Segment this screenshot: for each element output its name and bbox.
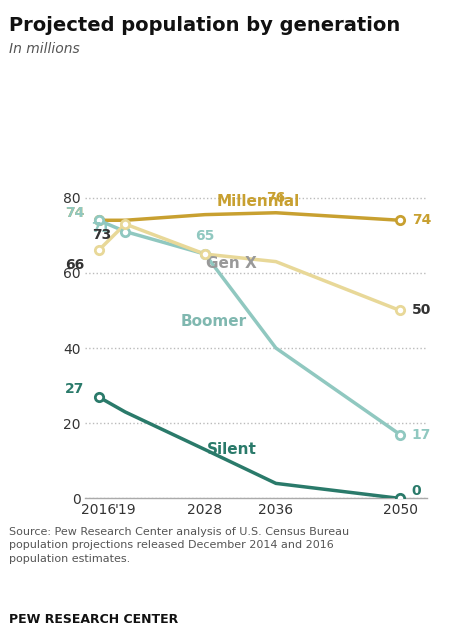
Text: 50: 50 xyxy=(412,304,431,318)
Text: In millions: In millions xyxy=(9,42,80,56)
Text: 74: 74 xyxy=(65,206,84,220)
Text: 0: 0 xyxy=(412,484,421,498)
Text: Silent: Silent xyxy=(207,442,256,457)
Text: 65: 65 xyxy=(195,229,215,243)
Text: Projected population by generation: Projected population by generation xyxy=(9,16,401,35)
Text: 27: 27 xyxy=(65,382,84,396)
Text: Millennial: Millennial xyxy=(217,194,300,209)
Text: 76: 76 xyxy=(266,191,285,205)
Text: Source: Pew Research Center analysis of U.S. Census Bureau
population projection: Source: Pew Research Center analysis of … xyxy=(9,527,350,564)
Text: 74: 74 xyxy=(412,213,431,227)
Text: Boomer: Boomer xyxy=(181,314,247,329)
Text: 66: 66 xyxy=(65,258,84,272)
Text: 71: 71 xyxy=(91,221,111,235)
Text: 17: 17 xyxy=(412,427,431,442)
Text: Gen X: Gen X xyxy=(206,256,257,271)
Text: PEW RESEARCH CENTER: PEW RESEARCH CENTER xyxy=(9,613,179,626)
Text: 73: 73 xyxy=(92,228,111,242)
Text: 74: 74 xyxy=(65,206,84,220)
